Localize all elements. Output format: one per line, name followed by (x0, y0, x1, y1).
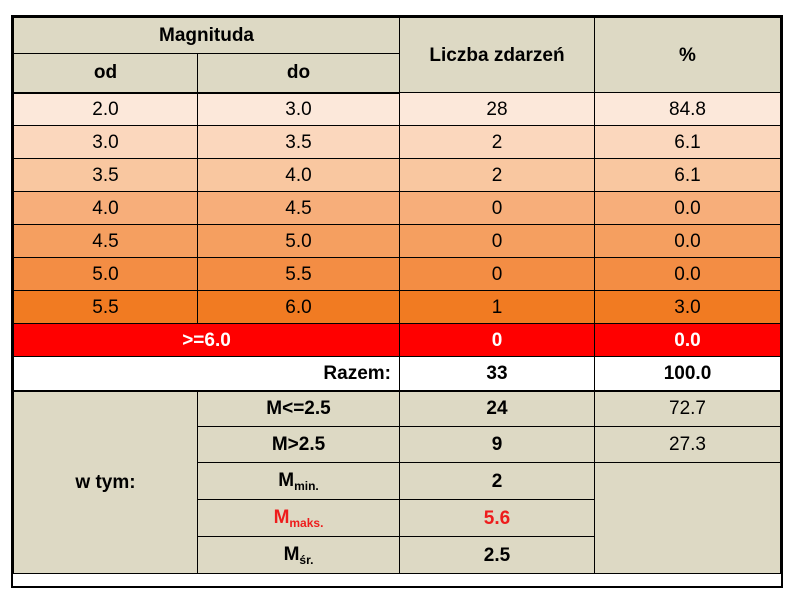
to-cell: 3.5 (197, 125, 400, 159)
m-max-value: 5.6 (399, 499, 595, 537)
from-cell: 4.0 (13, 191, 198, 225)
count-header: Liczba zdarzeń (399, 17, 595, 93)
percent-cell: 3.0 (594, 290, 781, 324)
m-avg-main: M (283, 543, 300, 565)
table-row: 3.5 4.0 2 6.1 (13, 158, 781, 192)
percent-cell: 0.0 (594, 224, 781, 258)
from-cell: 5.0 (13, 257, 198, 291)
m-min-cell: Mmin. (197, 462, 400, 500)
magnitude-statistics-table: Magnituda Liczba zdarzeń % od do 2.0 3.0… (13, 17, 781, 574)
magnitude-header: Magnituda (13, 17, 400, 54)
table-row: 5.5 6.0 1 3.0 (13, 290, 781, 324)
to-cell: 4.5 (197, 191, 400, 225)
m-min-value: 2 (399, 462, 595, 500)
to-cell: 5.0 (197, 224, 400, 258)
percent-cell: 6.1 (594, 158, 781, 192)
max-count-cell: 0 (399, 323, 595, 357)
percent-cell: 84.8 (594, 92, 781, 126)
m-max-subscript: maks. (289, 515, 324, 530)
subset-label: w tym: (13, 390, 198, 574)
percent-header: % (594, 17, 781, 93)
to-cell: 6.0 (197, 290, 400, 324)
percent-cell: 0.0 (594, 191, 781, 225)
m-min-main: M (278, 469, 295, 491)
table-row: 2.0 3.0 28 84.8 (13, 92, 781, 126)
from-cell: 4.5 (13, 224, 198, 258)
table-row: 4.5 5.0 0 0.0 (13, 224, 781, 258)
m-avg-value: 2.5 (399, 536, 595, 574)
total-percent-cell: 100.0 (594, 356, 781, 392)
table-row: 4.0 4.5 0 0.0 (13, 191, 781, 225)
subset-row: Mmin. 2 (14, 462, 781, 574)
count-cell: 0 (399, 191, 595, 225)
total-label: Razem: (13, 356, 400, 392)
to-cell: 3.0 (197, 92, 400, 126)
subset-count-cell: 24 (399, 390, 595, 427)
m-max-cell: Mmaks. (197, 499, 400, 537)
from-cell: 2.0 (13, 92, 198, 126)
m-avg-subscript: śr. (299, 552, 314, 567)
from-cell: 3.5 (13, 158, 198, 192)
percent-cell: 6.1 (594, 125, 781, 159)
to-cell: 5.5 (197, 257, 400, 291)
subset-row: Mmaks. 5.6 (14, 499, 781, 537)
total-count-cell: 33 (399, 356, 595, 392)
count-cell: 2 (399, 158, 595, 192)
subset-count-cell: 9 (399, 426, 595, 463)
count-cell: 28 (399, 92, 595, 126)
subset-row: Mśr. 2.5 (14, 536, 781, 574)
total-row: Razem: 33 100.0 (13, 356, 781, 392)
from-cell: 3.0 (13, 125, 198, 159)
count-cell: 1 (399, 290, 595, 324)
count-cell: 2 (399, 125, 595, 159)
subset-name-cell: M<=2.5 (197, 390, 400, 427)
to-header: do (197, 53, 400, 94)
table-row: 5.0 5.5 0 0.0 (13, 257, 781, 291)
from-cell: 5.5 (13, 290, 198, 324)
magnitude-table-frame: Magnituda Liczba zdarzeń % od do 2.0 3.0… (11, 15, 783, 588)
count-cell: 0 (399, 257, 595, 291)
subset-percent-cell: 27.3 (594, 426, 781, 463)
count-cell: 0 (399, 224, 595, 258)
max-percent-cell: 0.0 (594, 323, 781, 357)
m-max-main: M (273, 506, 290, 528)
table-row: 3.0 3.5 2 6.1 (13, 125, 781, 159)
max-magnitude-row: >=6.0 0 0.0 (13, 323, 781, 357)
percent-cell: 0.0 (594, 257, 781, 291)
m-avg-cell: Mśr. (197, 536, 400, 574)
subset-name-cell: M>2.5 (197, 426, 400, 463)
max-range-label: >=6.0 (13, 323, 400, 357)
m-min-subscript: min. (294, 478, 319, 493)
subset-row: w tym: M<=2.5 24 72.7 (13, 390, 781, 574)
to-cell: 4.0 (197, 158, 400, 192)
from-header: od (13, 53, 198, 94)
empty-percent-cell (594, 462, 781, 574)
subset-row: M>2.5 9 27.3 (14, 426, 781, 463)
subset-percent-cell: 72.7 (594, 390, 781, 427)
